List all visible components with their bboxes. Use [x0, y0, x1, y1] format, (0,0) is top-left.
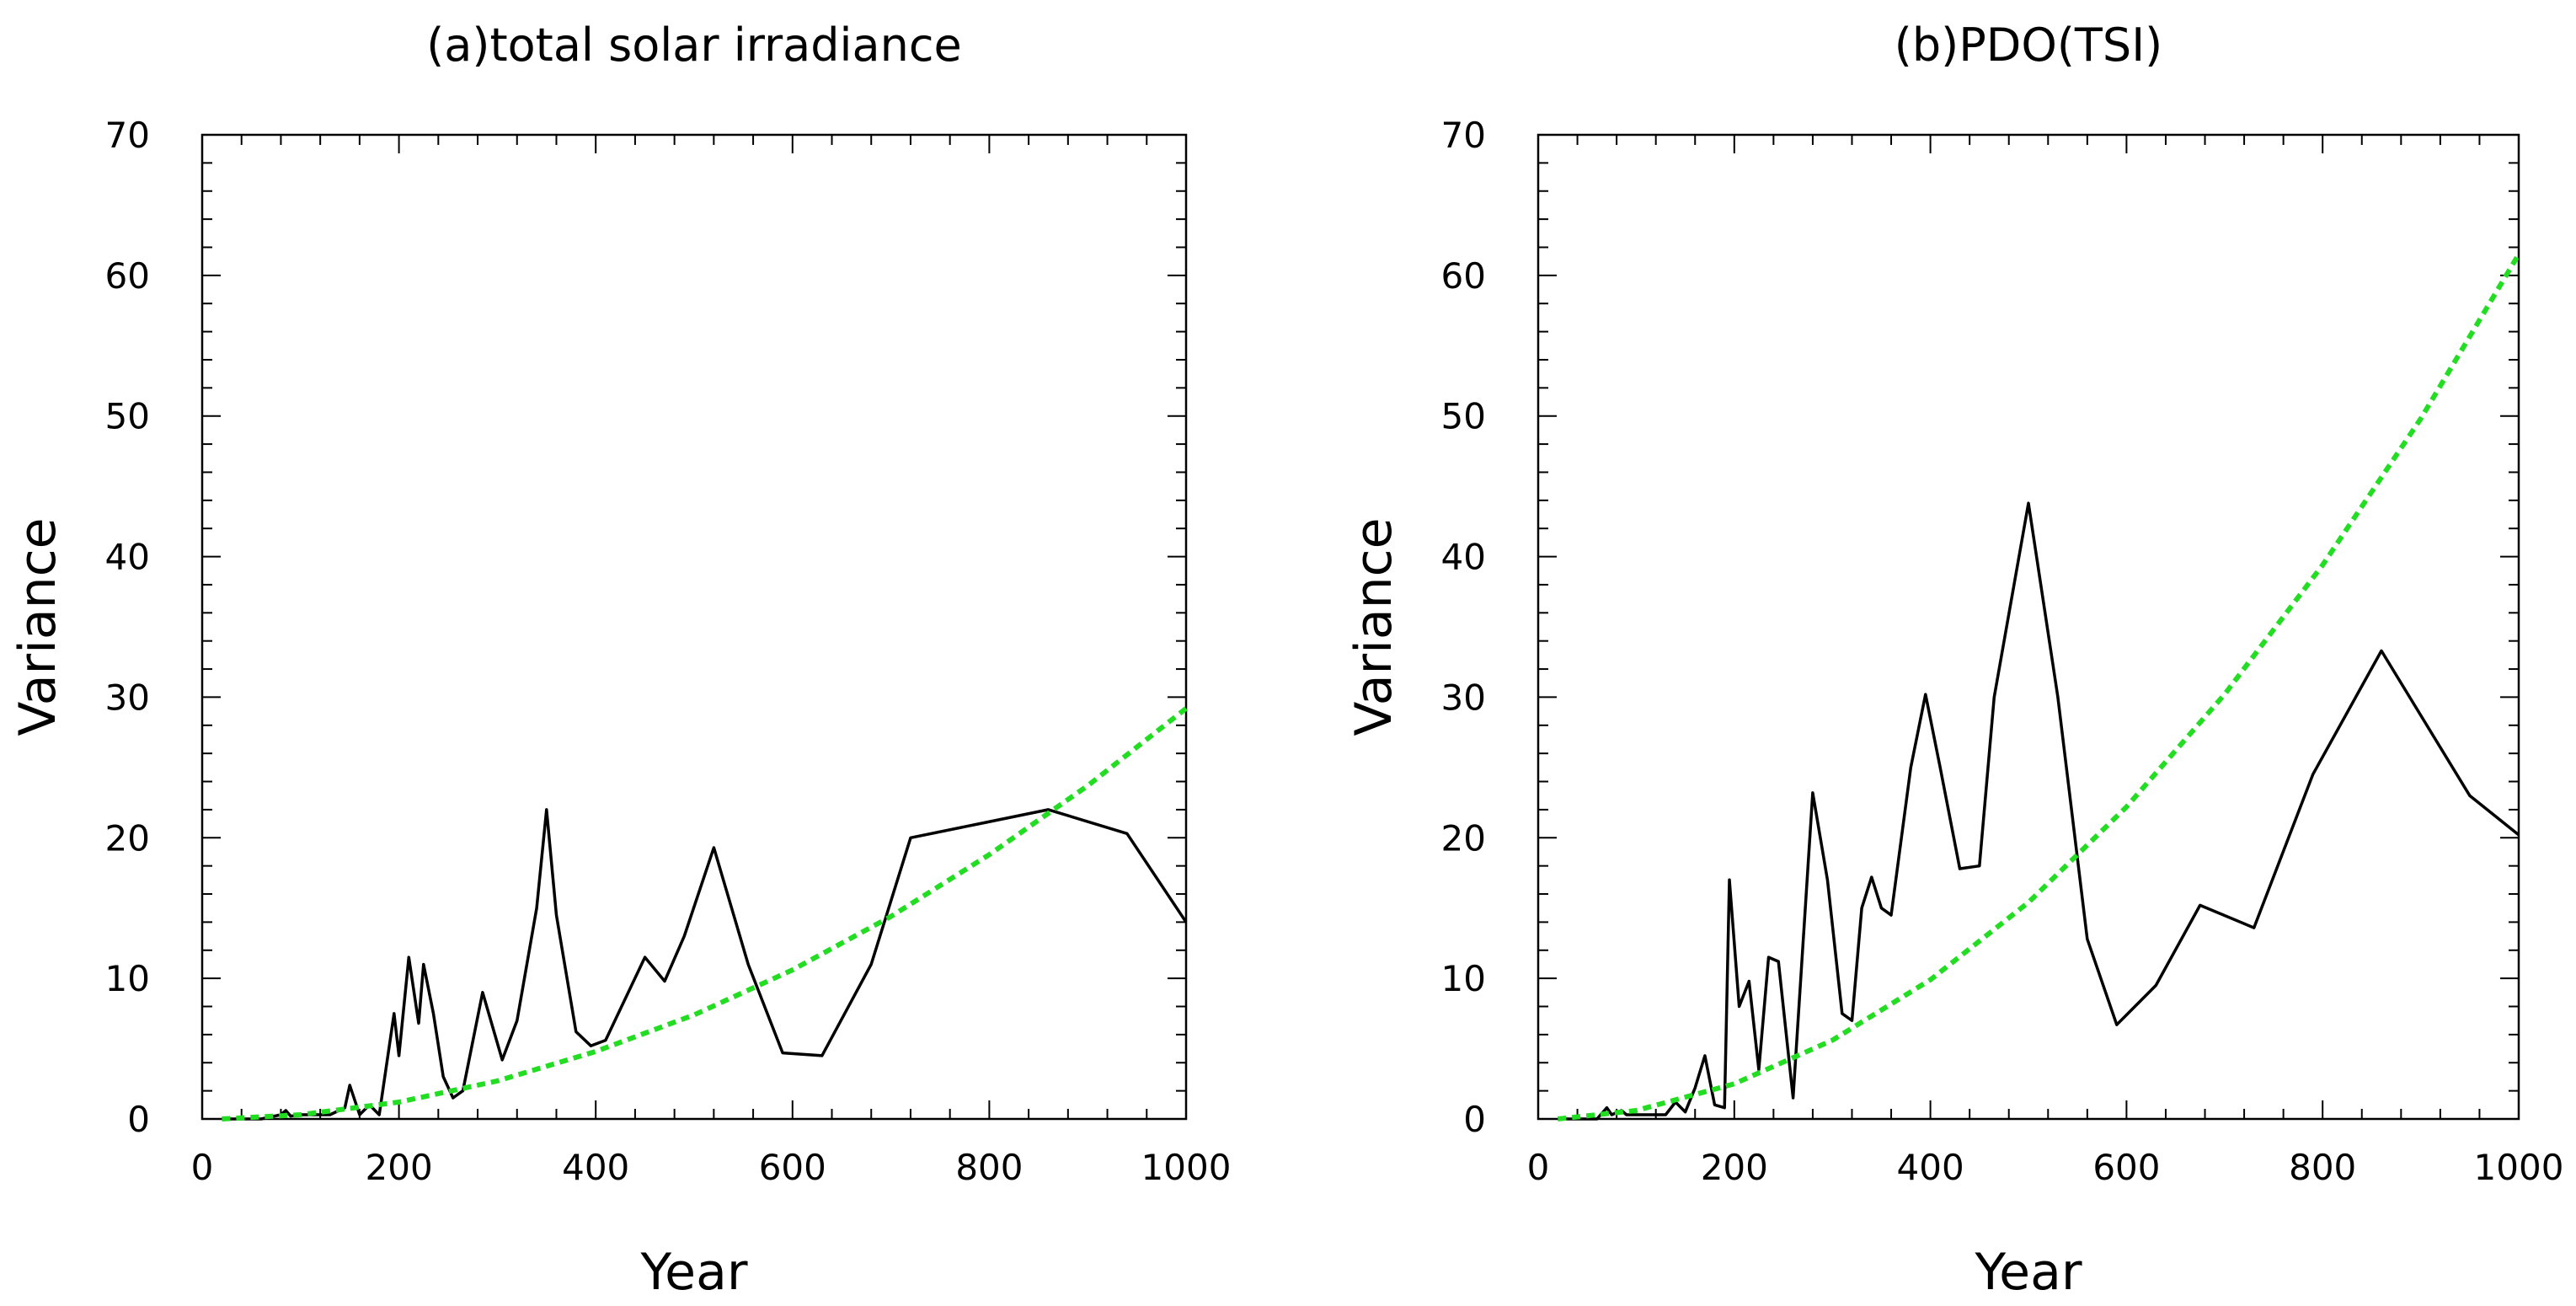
y-tick-label: 20 [1441, 817, 1486, 859]
y-tick-label: 40 [105, 537, 150, 578]
x-tick-label: 800 [955, 1147, 1023, 1188]
variance-line [1558, 501, 2520, 1121]
chart-title: (b)PDO(TSI) [1895, 19, 2162, 72]
x-tick-label: 600 [759, 1147, 826, 1188]
y-tick-label: 40 [1441, 537, 1486, 578]
plot-frame [200, 133, 1188, 1121]
y-tick-label: 10 [1441, 958, 1486, 999]
x-tick-label: 400 [562, 1147, 629, 1188]
y-axis-label: Variance [1344, 517, 1403, 736]
y-tick-label: 30 [1441, 677, 1486, 718]
x-tick-label: 200 [1701, 1147, 1768, 1188]
y-tick-label: 60 [1441, 255, 1486, 297]
y-tick-label: 0 [1463, 1099, 1486, 1140]
chart-title: (a)total solar irradiance [426, 19, 962, 72]
x-tick-label: 400 [1897, 1147, 1964, 1188]
x-tick-label: 600 [2092, 1147, 2160, 1188]
y-tick-label: 50 [1441, 396, 1486, 437]
y-axis-label: Variance [8, 517, 67, 736]
x-tick-label: 0 [191, 1147, 214, 1188]
y-tick-label: 30 [105, 677, 150, 718]
x-tick-label: 0 [1527, 1147, 1550, 1188]
y-tick-label: 70 [1441, 115, 1486, 156]
x-tick-label: 1000 [2474, 1147, 2564, 1188]
significance-curve [1557, 253, 2521, 1121]
x-tick-label: 200 [366, 1147, 433, 1188]
x-tick-label: 1000 [1141, 1147, 1232, 1188]
panel-a: (a)total solar irradiance Year Variance 0 20… [8, 19, 1231, 1302]
x-axis-label: Year [1974, 1243, 2082, 1302]
y-tick-label: 0 [127, 1099, 150, 1140]
x-tick-label: 800 [2289, 1147, 2356, 1188]
y-tick-label: 20 [105, 817, 150, 859]
y-tick-label: 10 [105, 958, 150, 999]
significance-curve [222, 706, 1188, 1121]
variance-line [222, 808, 1188, 1121]
plot-frame [1537, 133, 2520, 1121]
y-tick-label: 70 [105, 115, 150, 156]
y-tick-label: 60 [105, 255, 150, 297]
y-tick-label: 50 [105, 396, 150, 437]
x-axis-label: Year [639, 1243, 747, 1302]
